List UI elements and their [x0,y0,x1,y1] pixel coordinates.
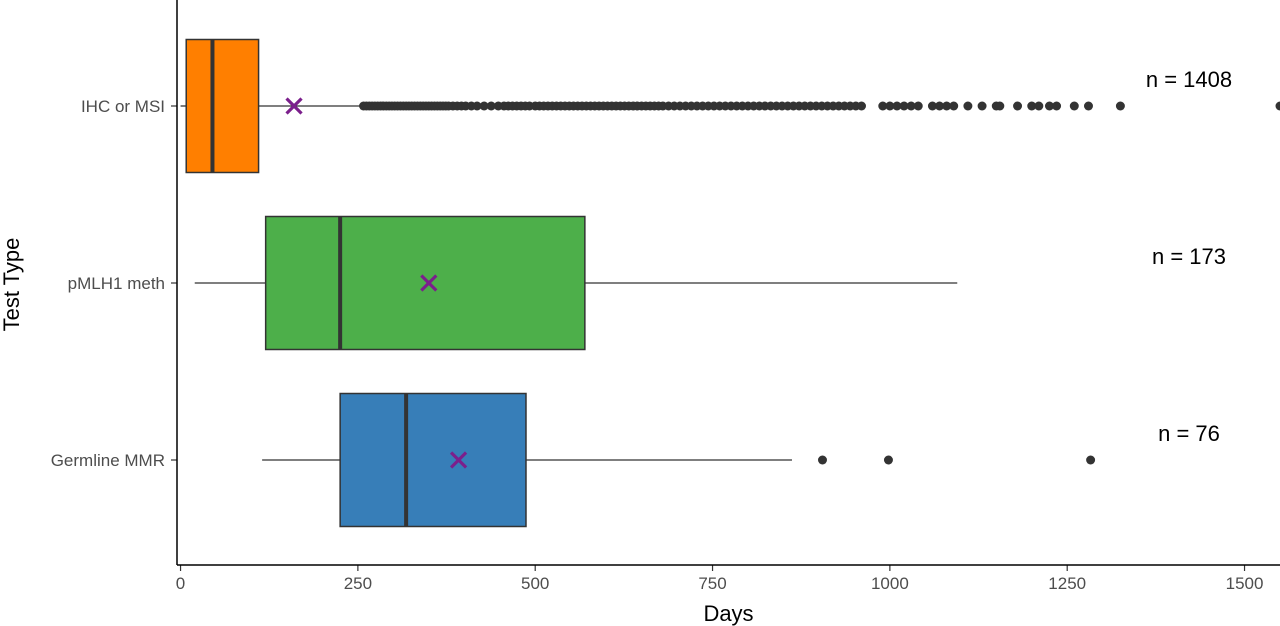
y-tick-label: pMLH1 meth [68,274,165,293]
outlier-point [1115,101,1125,111]
box [185,38,260,174]
outlier-point [817,455,827,465]
box-group: n = 76 [262,392,1220,528]
x-tick-label: 1000 [871,574,909,593]
outlier-point [1027,101,1037,111]
outlier-point [949,101,959,111]
y-tick-label: IHC or MSI [81,97,165,116]
outlier-point [892,101,902,111]
outlier-point [963,101,973,111]
outlier-point [1083,101,1093,111]
outlier-point [906,101,916,111]
outlier-point [913,101,923,111]
outlier-point [479,101,489,111]
outlier-point [856,101,866,111]
y-axis-title: Test Type [0,238,24,332]
x-tick-label: 500 [521,574,549,593]
y-axis-tick-labels: IHC or MSI pMLH1 meth Germline MMR [51,97,177,470]
outlier-point [885,101,895,111]
mean-marker-stroke [420,274,438,292]
n-label: n = 173 [1152,244,1226,269]
outlier-point [942,101,952,111]
outlier-point [472,101,482,111]
outlier-point [878,101,888,111]
x-tick-label: 0 [176,574,185,593]
outlier-point [883,455,893,465]
outlier-point [1052,101,1062,111]
outlier-point [1034,101,1044,111]
box [264,215,586,351]
mean-marker [285,97,303,115]
box-group: n = 173 [194,215,1226,351]
mean-marker-stroke [449,451,468,469]
x-tick-label: 1500 [1226,574,1264,593]
mean-marker [420,274,438,292]
outlier-point [1044,101,1054,111]
outlier-point [1275,101,1280,111]
n-label: n = 1408 [1146,67,1232,92]
outlier-point [1086,455,1096,465]
x-axis-title: Days [703,601,753,626]
mean-marker-stroke [285,97,303,115]
outlier-point [899,101,909,111]
n-label: n = 76 [1158,421,1220,446]
box-groups: n = 1408 n = 173 n = 76 [180,38,1280,528]
outlier-point [1069,101,1079,111]
outlier-point [486,101,496,111]
outlier-point [1013,101,1023,111]
x-tick-label: 250 [344,574,372,593]
outlier-point [977,101,987,111]
x-tick-label: 750 [698,574,726,593]
mean-marker [449,451,468,469]
x-tick-label: 1250 [1048,574,1086,593]
box-group: n = 1408 [180,38,1280,174]
outlier-point [935,101,945,111]
outlier-point [995,101,1005,111]
box [339,392,527,528]
outlier-point [927,101,937,111]
x-axis: 0 250 500 750 1000 1250 1500 [176,565,1264,593]
y-tick-label: Germline MMR [51,451,165,470]
